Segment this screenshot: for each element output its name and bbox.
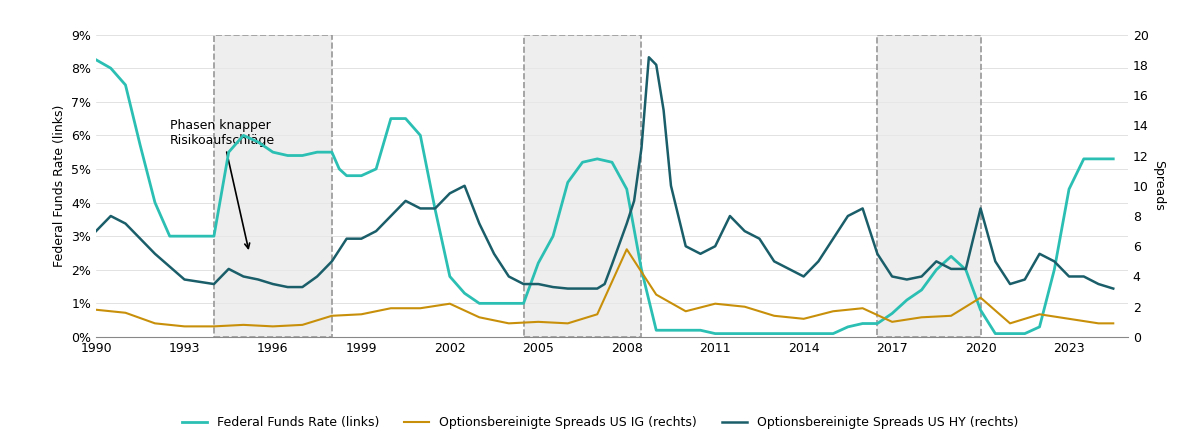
Optionsbereinigte Spreads US HY (rechts): [281, 285, 295, 290]
Legend: Federal Funds Rate (links), Optionsbereinigte Spreads US IG (rechts), Optionsber: Federal Funds Rate (links), Optionsberei…: [176, 411, 1024, 432]
Line: Federal Funds Rate (links): Federal Funds Rate (links): [96, 60, 1114, 334]
Federal Funds Rate (links): [1062, 187, 1076, 192]
Optionsbereinigte Spreads US IG (rechts): [944, 313, 959, 318]
Optionsbereinigte Spreads US IG (rechts): [1091, 321, 1105, 326]
Optionsbereinigte Spreads US HY (rechts): [560, 286, 575, 291]
Federal Funds Rate (links): [368, 166, 383, 172]
Optionsbereinigte Spreads US IG (rechts): [797, 316, 811, 321]
Optionsbereinigte Spreads US IG (rechts): [826, 308, 840, 314]
Federal Funds Rate (links): [119, 83, 133, 88]
Optionsbereinigte Spreads US IG (rechts): [1032, 312, 1046, 317]
Optionsbereinigte Spreads US HY (rechts): [1032, 251, 1046, 257]
Optionsbereinigte Spreads US IG (rechts): [767, 313, 781, 318]
Bar: [214, 35, 332, 337]
Optionsbereinigte Spreads US IG (rechts): [532, 319, 546, 324]
Optionsbereinigte Spreads US IG (rechts): [413, 306, 427, 311]
Optionsbereinigte Spreads US IG (rechts): [708, 301, 722, 306]
Line: Optionsbereinigte Spreads US HY (rechts): Optionsbereinigte Spreads US HY (rechts): [96, 57, 1114, 289]
Optionsbereinigte Spreads US HY (rechts): [642, 55, 656, 60]
Optionsbereinigte Spreads US IG (rechts): [1003, 321, 1018, 326]
Optionsbereinigte Spreads US HY (rechts): [1106, 286, 1121, 291]
Federal Funds Rate (links): [694, 327, 708, 333]
Optionsbereinigte Spreads US IG (rechts): [914, 314, 929, 320]
Optionsbereinigte Spreads US IG (rechts): [178, 324, 192, 329]
Federal Funds Rate (links): [575, 160, 589, 165]
Optionsbereinigte Spreads US IG (rechts): [884, 319, 899, 324]
Text: Phasen knapper
Risikoaufschläge: Phasen knapper Risikoaufschläge: [169, 118, 275, 248]
Optionsbereinigte Spreads US IG (rechts): [89, 307, 103, 312]
Federal Funds Rate (links): [870, 321, 884, 326]
Bar: [523, 35, 642, 337]
Optionsbereinigte Spreads US HY (rechts): [722, 213, 737, 219]
Y-axis label: Federal Funds Rate (links): Federal Funds Rate (links): [53, 105, 66, 267]
Optionsbereinigte Spreads US IG (rechts): [590, 312, 605, 317]
Optionsbereinigte Spreads US IG (rechts): [973, 295, 988, 300]
Optionsbereinigte Spreads US IG (rechts): [619, 247, 634, 252]
Optionsbereinigte Spreads US IG (rechts): [236, 322, 251, 327]
Federal Funds Rate (links): [1106, 156, 1121, 162]
Optionsbereinigte Spreads US HY (rechts): [1076, 274, 1091, 279]
Optionsbereinigte Spreads US IG (rechts): [649, 292, 664, 297]
Optionsbereinigte Spreads US IG (rechts): [384, 306, 398, 311]
Federal Funds Rate (links): [89, 57, 103, 62]
Optionsbereinigte Spreads US IG (rechts): [325, 313, 340, 318]
Optionsbereinigte Spreads US HY (rechts): [89, 229, 103, 234]
Optionsbereinigte Spreads US IG (rechts): [678, 308, 692, 314]
Optionsbereinigte Spreads US IG (rechts): [265, 324, 280, 329]
Optionsbereinigte Spreads US IG (rechts): [560, 321, 575, 326]
Optionsbereinigte Spreads US IG (rechts): [295, 322, 310, 327]
Federal Funds Rate (links): [708, 331, 722, 336]
Optionsbereinigte Spreads US HY (rechts): [119, 221, 133, 226]
Optionsbereinigte Spreads US IG (rechts): [206, 324, 221, 329]
Y-axis label: Spreads: Spreads: [1152, 160, 1165, 211]
Optionsbereinigte Spreads US IG (rechts): [738, 304, 752, 309]
Optionsbereinigte Spreads US IG (rechts): [472, 314, 486, 320]
Optionsbereinigte Spreads US HY (rechts): [626, 198, 641, 203]
Optionsbereinigte Spreads US IG (rechts): [148, 321, 162, 326]
Bar: [877, 35, 980, 337]
Optionsbereinigte Spreads US IG (rechts): [354, 312, 368, 317]
Optionsbereinigte Spreads US IG (rechts): [1062, 316, 1076, 321]
Optionsbereinigte Spreads US IG (rechts): [119, 310, 133, 315]
Optionsbereinigte Spreads US IG (rechts): [1106, 321, 1121, 326]
Optionsbereinigte Spreads US IG (rechts): [443, 301, 457, 306]
Optionsbereinigte Spreads US IG (rechts): [856, 306, 870, 311]
Line: Optionsbereinigte Spreads US IG (rechts): Optionsbereinigte Spreads US IG (rechts): [96, 249, 1114, 327]
Optionsbereinigte Spreads US IG (rechts): [502, 321, 516, 326]
